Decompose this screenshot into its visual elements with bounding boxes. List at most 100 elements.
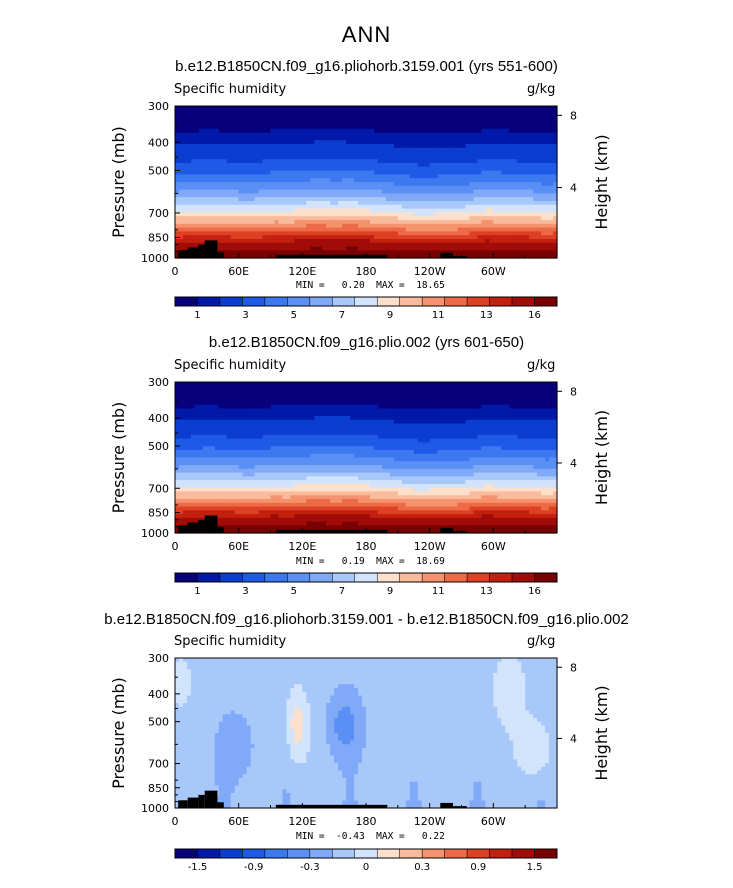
- field-cell: [449, 239, 455, 244]
- field-cell: [194, 178, 200, 183]
- field-cell: [250, 174, 256, 179]
- field-cell: [529, 159, 534, 164]
- field-cell: [330, 239, 335, 244]
- field-cell: [310, 136, 315, 141]
- field-cell: [553, 106, 558, 111]
- field-cell: [461, 242, 467, 248]
- field-cell: [354, 185, 359, 191]
- field-cell: [310, 117, 315, 122]
- field-cell: [294, 231, 299, 236]
- field-cell: [425, 140, 431, 145]
- field-cell: [517, 174, 522, 179]
- field-cell: [242, 216, 248, 221]
- field-cell: [202, 166, 208, 172]
- field-cell: [286, 178, 291, 183]
- field-cell: [381, 204, 387, 210]
- field-cell: [278, 155, 284, 160]
- field-cell: [497, 106, 502, 111]
- field-cell: [218, 242, 224, 248]
- field-cell: [250, 227, 256, 232]
- field-cell: [266, 182, 272, 187]
- field-cell: [218, 239, 224, 244]
- field-cell: [497, 159, 502, 164]
- field-cell: [314, 117, 319, 122]
- field-cell: [389, 155, 395, 160]
- field-cell: [346, 208, 351, 213]
- field-cell: [525, 223, 530, 229]
- field-cell: [314, 185, 319, 191]
- field-cell: [190, 136, 196, 141]
- field-cell: [242, 242, 248, 248]
- field-cell: [377, 147, 383, 153]
- field-cell: [461, 201, 467, 206]
- field-cell: [182, 182, 188, 187]
- field-cell: [222, 223, 228, 229]
- field-cell: [369, 170, 375, 175]
- field-cell: [358, 170, 363, 175]
- field-cell: [306, 227, 311, 232]
- field-cell: [354, 204, 359, 210]
- field-cell: [226, 125, 232, 130]
- field-cell: [461, 223, 467, 229]
- field-cell: [178, 174, 184, 179]
- field-cell: [537, 223, 542, 229]
- field-cell: [425, 242, 431, 248]
- field-cell: [246, 151, 252, 156]
- field-cell: [501, 113, 506, 118]
- field-cell: [521, 216, 526, 221]
- field-cell: [441, 239, 447, 244]
- field-cell: [290, 242, 295, 248]
- field-cell: [334, 182, 339, 187]
- field-cell: [537, 227, 542, 232]
- field-cell: [346, 182, 351, 187]
- field-cell: [473, 239, 479, 244]
- field-cell: [505, 147, 510, 153]
- field-cell: [421, 189, 427, 194]
- field-cell: [457, 189, 463, 194]
- field-cell: [278, 163, 284, 168]
- field-cell: [214, 235, 220, 240]
- field-cell: [202, 136, 208, 141]
- field-cell: [266, 140, 272, 145]
- field-cell: [338, 178, 343, 183]
- field-cell: [234, 197, 240, 202]
- field-cell: [286, 197, 291, 202]
- field-cell: [509, 109, 514, 115]
- field-cell: [234, 235, 240, 240]
- field-cell: [218, 132, 224, 137]
- field-cell: [246, 106, 252, 111]
- field-cell: [254, 197, 260, 202]
- field-cell: [234, 201, 240, 206]
- field-cell: [397, 121, 403, 126]
- field-cell: [270, 246, 276, 251]
- field-cell: [445, 117, 451, 122]
- field-cell: [417, 140, 423, 145]
- field-cell: [306, 140, 311, 145]
- field-cell: [393, 121, 399, 126]
- field-cell: [461, 227, 467, 232]
- field-cell: [545, 170, 550, 175]
- field-cell: [509, 174, 514, 179]
- field-cell: [354, 106, 359, 111]
- field-cell: [178, 189, 184, 194]
- field-cell: [413, 113, 419, 118]
- field-cell: [290, 201, 295, 206]
- field-cell: [358, 178, 363, 183]
- field-cell: [334, 159, 339, 164]
- field-cell: [346, 151, 351, 156]
- field-cell: [182, 147, 188, 153]
- field-cell: [175, 231, 180, 236]
- field-cell: [214, 170, 220, 175]
- field-cell: [461, 246, 467, 251]
- field-cell: [346, 185, 351, 191]
- field-cell: [481, 197, 486, 202]
- field-cell: [302, 136, 307, 141]
- field-cell: [545, 106, 550, 111]
- field-cell: [266, 223, 272, 229]
- field-cell: [290, 128, 295, 134]
- field-cell: [282, 235, 288, 240]
- field-cell: [358, 193, 363, 198]
- field-cell: [274, 178, 280, 183]
- field-cell: [521, 128, 526, 134]
- field-cell: [481, 113, 486, 118]
